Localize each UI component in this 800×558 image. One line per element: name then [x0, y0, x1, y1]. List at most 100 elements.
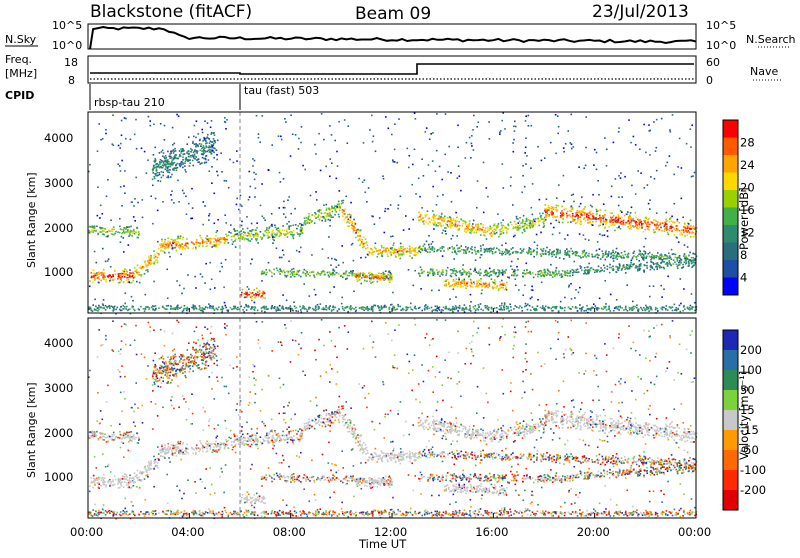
power-cell [501, 254, 503, 256]
power-cell [425, 221, 427, 223]
power-cell [353, 260, 355, 262]
power-cell [419, 196, 421, 198]
power-cell [627, 256, 629, 258]
power-cell [418, 220, 420, 222]
power-cell [361, 241, 363, 243]
power-cell [112, 306, 114, 308]
power-cell [342, 262, 344, 264]
power-cell [617, 227, 619, 229]
power-cell [198, 133, 200, 135]
power-cell [332, 211, 334, 213]
power-cell [564, 250, 566, 252]
power-cell [615, 221, 617, 223]
power-cell [656, 221, 658, 223]
power-cell [566, 213, 568, 215]
power-cell [130, 272, 132, 274]
power-cell [558, 184, 560, 186]
power-cell [215, 235, 217, 237]
power-cell [146, 172, 148, 174]
power-cell [123, 185, 125, 187]
power-cell [321, 212, 323, 214]
power-cell [564, 274, 566, 276]
power-cell [257, 242, 259, 244]
power-cell [662, 222, 664, 224]
power-cell [356, 275, 358, 277]
power-cell [411, 247, 413, 249]
power-cell [442, 232, 444, 234]
power-cell [183, 193, 185, 195]
power-cell [168, 161, 170, 163]
power-cell [650, 176, 652, 178]
power-cell [353, 291, 355, 293]
power-cell [691, 257, 693, 259]
power-cell [290, 234, 292, 236]
power-cell [94, 251, 96, 253]
power-cell [382, 175, 384, 177]
power-cell [244, 293, 246, 295]
power-cell [206, 235, 208, 237]
power-cell [457, 284, 459, 286]
power-cell [120, 310, 122, 312]
power-cell [355, 311, 357, 313]
power-cell [393, 306, 395, 308]
power-cell [392, 159, 394, 161]
power-cell [255, 293, 257, 295]
power-cell [333, 309, 335, 311]
power-cell [681, 229, 683, 231]
power-cell [636, 259, 638, 261]
power-cell [464, 229, 466, 231]
power-cell [217, 238, 219, 240]
power-cell [321, 220, 323, 222]
power-cell [125, 231, 127, 233]
power-cell [614, 307, 616, 309]
power-cell [555, 270, 557, 272]
power-cell [412, 248, 414, 250]
power-cell [262, 273, 264, 275]
power-cell [521, 250, 523, 252]
power-cell [665, 219, 667, 221]
power-cell [429, 246, 431, 248]
power-cell [166, 164, 168, 166]
power-cell [511, 224, 513, 226]
power-cell [431, 290, 433, 292]
power-cell [681, 259, 683, 261]
power-cell [194, 305, 196, 307]
power-cell [325, 218, 327, 220]
power-cell [171, 190, 173, 192]
power-cell [179, 248, 181, 250]
power-cell [89, 232, 91, 234]
power-cell [631, 260, 633, 262]
power-cell [121, 280, 123, 282]
power-cell [407, 251, 409, 253]
power-cell [560, 252, 562, 254]
power-cell [377, 305, 379, 307]
power-cell [300, 309, 302, 311]
power-cell [168, 245, 170, 247]
power-cell [138, 272, 140, 274]
power-cell [279, 305, 281, 307]
power-cell [565, 208, 567, 210]
power-cell [523, 249, 525, 251]
power-cell [682, 266, 684, 268]
power-cell [92, 276, 94, 278]
power-cell [303, 283, 305, 285]
power-cell [180, 245, 182, 247]
power-cell [286, 229, 288, 231]
power-cell [381, 254, 383, 256]
power-cell [124, 117, 126, 119]
power-cell [540, 215, 542, 217]
power-cell [202, 132, 204, 134]
power-cell [462, 280, 464, 282]
power-cell [501, 287, 503, 289]
power-cell [582, 306, 584, 308]
power-cell [323, 204, 325, 206]
power-cell [145, 263, 147, 265]
power-cell [436, 269, 438, 271]
power-cell [610, 217, 612, 219]
power-cell [381, 245, 383, 247]
power-cell [435, 170, 437, 172]
power-cell [499, 270, 501, 272]
power-cell [216, 154, 218, 156]
power-cell [656, 224, 658, 226]
power-cell [357, 235, 359, 237]
